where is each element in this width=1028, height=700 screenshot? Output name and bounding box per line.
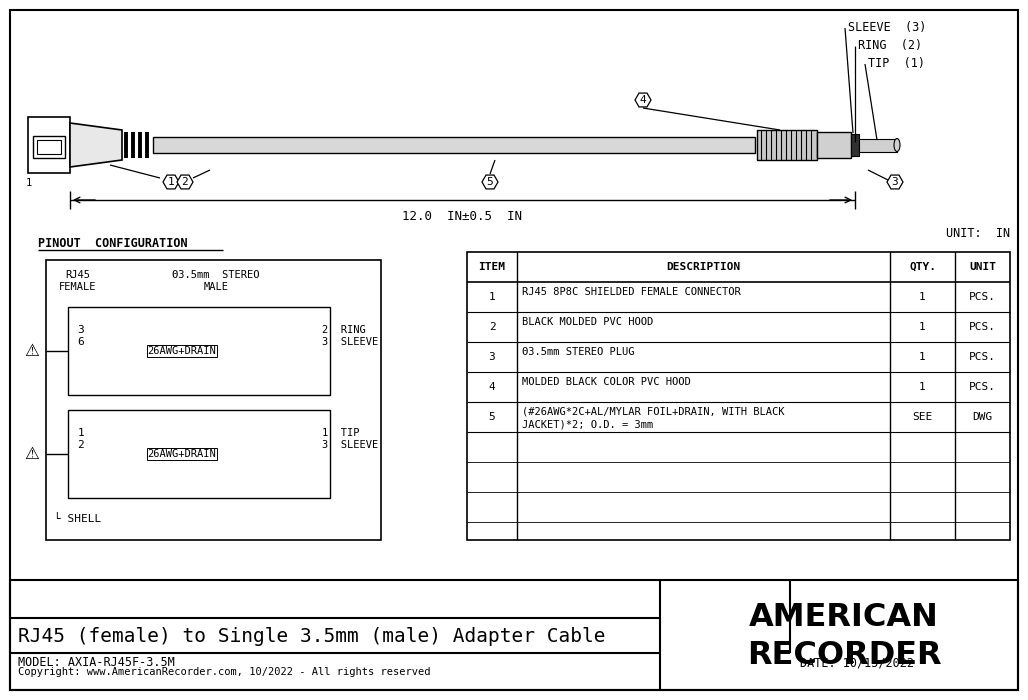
Text: DWG: DWG bbox=[972, 412, 993, 422]
Text: 1: 1 bbox=[919, 292, 926, 302]
Text: RJ45
FEMALE: RJ45 FEMALE bbox=[60, 270, 97, 292]
Bar bbox=[28, 117, 70, 173]
Text: ITEM: ITEM bbox=[478, 262, 506, 272]
Text: 1: 1 bbox=[26, 178, 32, 188]
Text: 1: 1 bbox=[919, 352, 926, 362]
Text: RJ45 (female) to Single 3.5mm (male) Adapter Cable: RJ45 (female) to Single 3.5mm (male) Ada… bbox=[19, 626, 605, 645]
Bar bbox=[153, 137, 755, 153]
Text: Θ3.5mm STEREO PLUG: Θ3.5mm STEREO PLUG bbox=[522, 347, 634, 357]
Bar bbox=[817, 132, 851, 158]
Text: Copyright: www.AmericanRecorder.com, 10/2022 - All rights reserved: Copyright: www.AmericanRecorder.com, 10/… bbox=[19, 667, 431, 677]
Text: 3: 3 bbox=[891, 177, 898, 187]
Text: 3
6: 3 6 bbox=[77, 325, 84, 346]
Bar bbox=[467, 252, 1009, 540]
Ellipse shape bbox=[894, 139, 900, 151]
Text: 1
2: 1 2 bbox=[77, 428, 84, 449]
Text: QTY.: QTY. bbox=[909, 262, 937, 272]
Bar bbox=[33, 136, 65, 158]
Text: 1  TIP
3  SLEEVE: 1 TIP 3 SLEEVE bbox=[322, 428, 378, 449]
Text: SEE: SEE bbox=[913, 412, 932, 422]
Text: (#26AWG*2C+AL/MYLAR FOIL+DRAIN, WITH BLACK
JACKET)*2; O.D. = 3mm: (#26AWG*2C+AL/MYLAR FOIL+DRAIN, WITH BLA… bbox=[522, 407, 784, 429]
Text: UNIT: UNIT bbox=[969, 262, 996, 272]
Text: 1: 1 bbox=[488, 292, 495, 302]
Polygon shape bbox=[635, 93, 651, 107]
Polygon shape bbox=[163, 175, 179, 189]
Bar bbox=[46, 260, 381, 540]
Bar bbox=[10, 580, 1018, 690]
Text: RECORDER: RECORDER bbox=[746, 640, 942, 671]
Text: DESCRIPTION: DESCRIPTION bbox=[666, 262, 740, 272]
Text: 26AWG+DRAIN: 26AWG+DRAIN bbox=[148, 346, 216, 356]
Text: 1: 1 bbox=[168, 177, 175, 187]
Text: 4: 4 bbox=[488, 382, 495, 392]
Text: BLACK MOLDED PVC HOOD: BLACK MOLDED PVC HOOD bbox=[522, 317, 653, 327]
Text: UNIT:  IN: UNIT: IN bbox=[946, 227, 1009, 240]
Text: Θ3.5mm  STEREO
MALE: Θ3.5mm STEREO MALE bbox=[173, 270, 260, 292]
Text: └ SHELL: └ SHELL bbox=[54, 514, 101, 524]
Text: 2: 2 bbox=[182, 177, 188, 187]
Text: 5: 5 bbox=[486, 177, 493, 187]
Text: 12.0  IN±0.5  IN: 12.0 IN±0.5 IN bbox=[403, 210, 522, 223]
Polygon shape bbox=[887, 175, 903, 189]
Text: RING  (2): RING (2) bbox=[858, 39, 922, 52]
Text: PCS.: PCS. bbox=[969, 352, 996, 362]
Text: PCS.: PCS. bbox=[969, 292, 996, 302]
Text: MOLDED BLACK COLOR PVC HOOD: MOLDED BLACK COLOR PVC HOOD bbox=[522, 377, 691, 387]
Text: PINOUT  CONFIGURATION: PINOUT CONFIGURATION bbox=[38, 237, 188, 250]
Polygon shape bbox=[482, 175, 498, 189]
Bar bbox=[37, 140, 61, 154]
Text: 4: 4 bbox=[639, 95, 647, 105]
Text: TIP  (1): TIP (1) bbox=[868, 57, 925, 71]
Text: 5: 5 bbox=[488, 412, 495, 422]
Text: SLEEVE  (3): SLEEVE (3) bbox=[848, 22, 926, 34]
Text: 2: 2 bbox=[488, 322, 495, 332]
Bar bbox=[68, 410, 330, 498]
Text: RJ45 8P8C SHIELDED FEMALE CONNECTOR: RJ45 8P8C SHIELDED FEMALE CONNECTOR bbox=[522, 287, 741, 297]
Text: 26AWG+DRAIN: 26AWG+DRAIN bbox=[148, 449, 216, 459]
Polygon shape bbox=[70, 123, 122, 167]
Text: AMERICAN: AMERICAN bbox=[749, 603, 939, 634]
Bar bbox=[851, 134, 859, 156]
Bar bbox=[757, 130, 817, 160]
Text: MODEL: AXIA-RJ45F-3.5M: MODEL: AXIA-RJ45F-3.5M bbox=[19, 657, 175, 669]
Text: PCS.: PCS. bbox=[969, 322, 996, 332]
Text: ⚠: ⚠ bbox=[25, 342, 39, 360]
Text: 3: 3 bbox=[488, 352, 495, 362]
Bar bbox=[859, 139, 897, 151]
Text: DATE: 10/15/2022: DATE: 10/15/2022 bbox=[800, 657, 914, 669]
Text: 1: 1 bbox=[919, 382, 926, 392]
Bar bbox=[68, 307, 330, 395]
Text: 2  RING
3  SLEEVE: 2 RING 3 SLEEVE bbox=[322, 325, 378, 346]
Polygon shape bbox=[177, 175, 193, 189]
Text: 1: 1 bbox=[919, 322, 926, 332]
Text: ⚠: ⚠ bbox=[25, 445, 39, 463]
Text: PCS.: PCS. bbox=[969, 382, 996, 392]
